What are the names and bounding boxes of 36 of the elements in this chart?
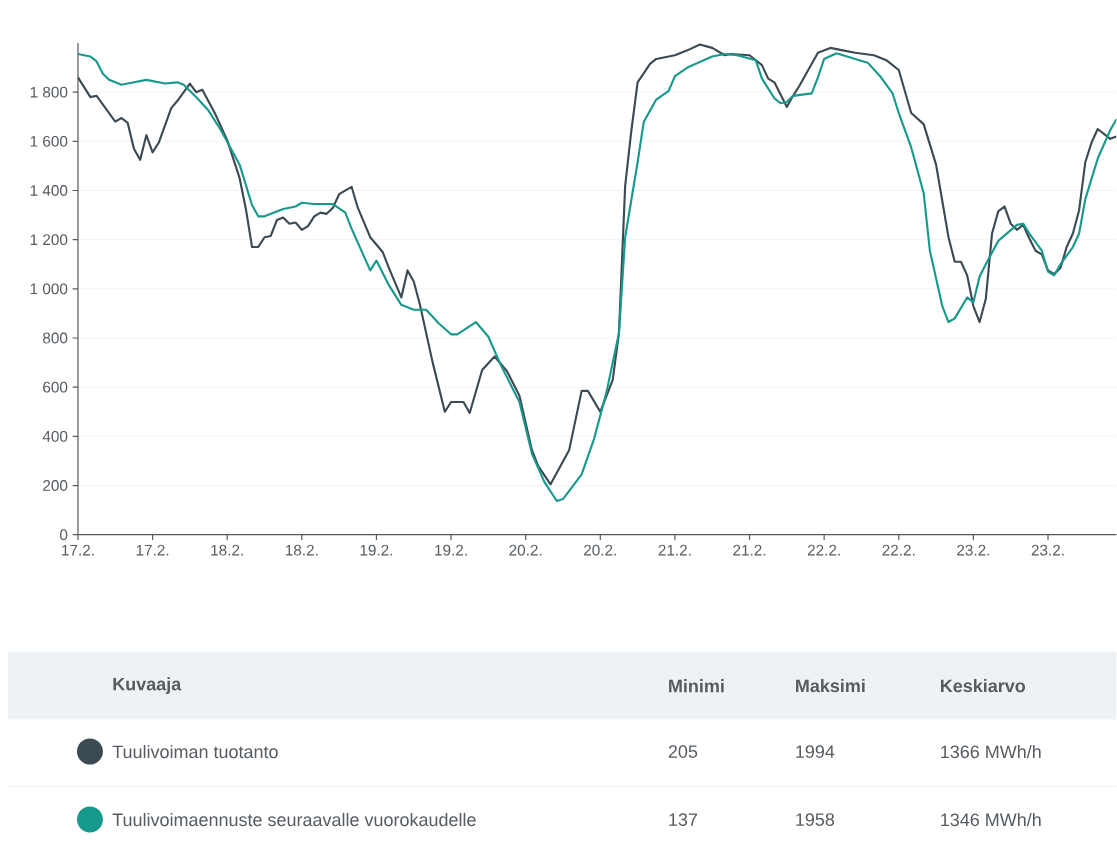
y-tick-label: 400 [42, 431, 68, 442]
legend-label: Tuulivoiman tuotanto [112, 745, 278, 759]
y-tick-label: 600 [43, 381, 68, 393]
legend-label: Tuulivoimaennuste seuraavalle vuorokaudelle [112, 813, 476, 827]
x-tick-label: 22.2. [882, 544, 915, 556]
y-tick-label: 1 800 [30, 86, 68, 98]
x-tick-label: 18.2. [211, 544, 243, 556]
text: 1346 MWh/h [941, 813, 1041, 827]
text: Kuvaaja [113, 677, 182, 695]
y-tick-label: 1 600 [30, 136, 68, 147]
x-tick-label: 22.2. [807, 544, 840, 556]
text: Minimi [669, 679, 724, 693]
text: 1366 MWh/h [941, 745, 1041, 759]
y-tick-label: 800 [43, 332, 68, 344]
x-tick-label: 19.2. [435, 544, 467, 556]
x-tick-label: 20.2. [509, 544, 542, 556]
y-tick-label: 200 [43, 480, 68, 492]
x-tick-label: 17.2. [62, 544, 94, 556]
y-tick-label: 0 [60, 529, 68, 541]
y-tick-label: 1 400 [30, 185, 68, 197]
x-tick-label: 21.2. [658, 544, 691, 556]
x-tick-label: 23.2. [957, 544, 990, 556]
text: 137 [669, 813, 698, 827]
x-tick-label: 17.2. [136, 544, 169, 556]
x-tick-label: 20.2. [584, 544, 616, 556]
x-tick-label: 21.2. [733, 544, 766, 556]
text: 205 [668, 745, 698, 759]
x-tick-label: 19.2. [360, 544, 393, 556]
y-tick-label: 1 000 [30, 283, 68, 295]
text: Maksimi [796, 679, 865, 693]
x-tick-label: 18.2. [285, 544, 318, 556]
text: 1958 [796, 813, 835, 827]
y-tick-label: 1 200 [30, 234, 68, 246]
text: 1994 [796, 745, 835, 759]
text: Keskiarvo [940, 679, 1026, 693]
x-tick-label: 23.2. [1031, 544, 1064, 556]
